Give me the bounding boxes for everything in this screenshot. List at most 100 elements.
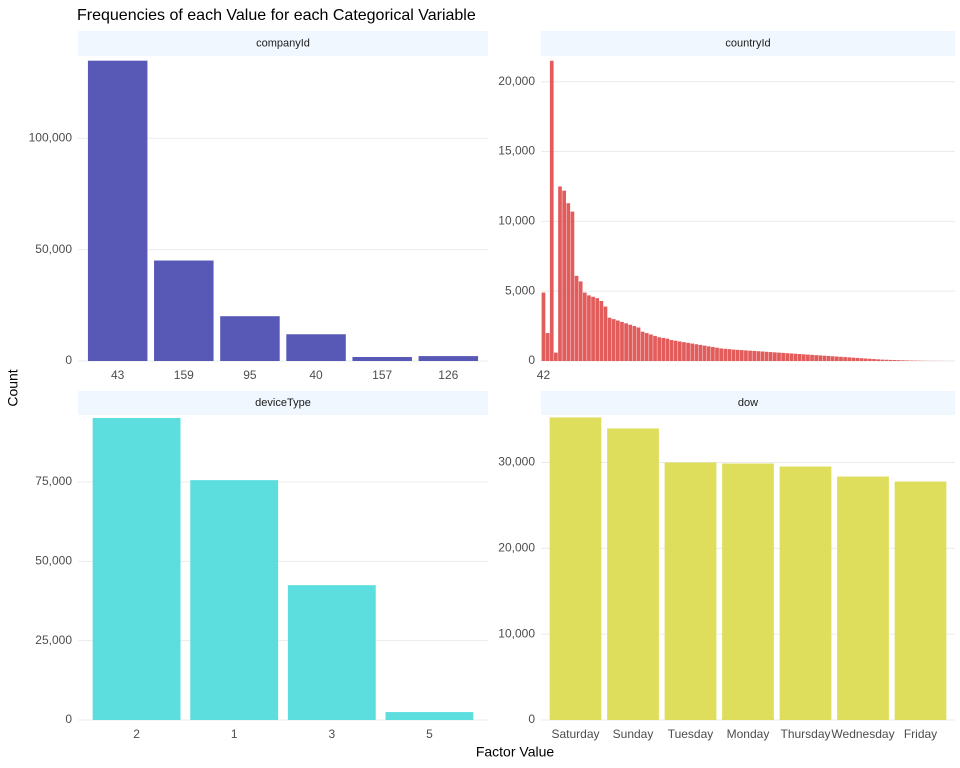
bar [843, 357, 847, 361]
bar [599, 300, 604, 361]
bar [801, 354, 806, 361]
bar [764, 351, 769, 361]
bar [711, 347, 715, 361]
bar [722, 463, 774, 720]
bar [702, 345, 707, 361]
bar [154, 260, 214, 361]
bar [562, 190, 566, 361]
x-tick-label: Wednesday [831, 727, 894, 741]
bar [549, 417, 602, 720]
x-tick-label: 5 [426, 727, 433, 741]
y-tick-label: 15,000 [498, 144, 535, 158]
bar [286, 334, 346, 361]
bar [591, 296, 595, 361]
y-tick-label: 50,000 [35, 242, 72, 256]
bar [558, 186, 562, 361]
bar [287, 585, 376, 720]
bar [620, 321, 624, 361]
bar [657, 337, 662, 361]
bar [884, 359, 889, 361]
bar [677, 341, 682, 361]
panel-title: deviceType [255, 397, 311, 409]
bar [868, 358, 872, 361]
bar [855, 357, 860, 361]
bar [888, 359, 893, 361]
bar [779, 466, 832, 720]
y-tick-label: 100,000 [29, 130, 73, 144]
y-tick-label: 0 [528, 353, 535, 367]
strip [78, 31, 488, 56]
bar [220, 316, 280, 361]
y-tick-label: 50,000 [35, 554, 72, 568]
bar [587, 295, 591, 361]
bar [87, 60, 148, 362]
panel-title: dow [738, 397, 758, 409]
bar [611, 319, 616, 361]
bar [777, 352, 781, 361]
bar [837, 476, 889, 720]
x-tick-label: 40 [309, 368, 323, 382]
y-tick-label: 20,000 [498, 541, 535, 555]
x-tick-label: 126 [438, 368, 458, 382]
bar [785, 353, 790, 361]
y-tick-label: 10,000 [498, 626, 535, 640]
x-tick-label: 95 [243, 368, 257, 382]
bar [851, 357, 856, 361]
bar [826, 355, 831, 361]
bar [385, 712, 474, 720]
y-tick-label: 0 [65, 712, 72, 726]
bar [731, 349, 736, 361]
bar [690, 343, 695, 361]
x-tick-label: 3 [328, 727, 335, 741]
bar [810, 354, 814, 361]
bar [793, 353, 798, 361]
y-tick-label: 75,000 [35, 474, 72, 488]
bar [541, 292, 546, 361]
bar [664, 462, 717, 720]
bar [739, 350, 744, 361]
y-axis-title: Count [5, 369, 21, 406]
bar [748, 350, 752, 361]
bar [892, 360, 897, 361]
y-tick-label: 25,000 [35, 633, 72, 647]
bar [715, 347, 719, 361]
bar [603, 306, 608, 361]
strip [541, 391, 955, 415]
x-tick-label: Friday [904, 727, 937, 741]
bar [624, 323, 628, 361]
x-tick-label: 2 [133, 727, 140, 741]
bar [752, 350, 757, 361]
x-tick-label: Sunday [613, 727, 654, 741]
bar [839, 356, 843, 361]
bar [872, 359, 876, 361]
strip [78, 391, 488, 415]
bar [905, 360, 909, 361]
x-tick-label: Monday [727, 727, 770, 741]
bar [636, 327, 641, 361]
x-tick-label: 43 [111, 368, 125, 382]
bar [847, 357, 852, 361]
bar [653, 335, 657, 361]
bar [665, 338, 670, 361]
bar [673, 340, 678, 361]
bar [190, 480, 279, 720]
bar [607, 428, 659, 720]
bar [789, 353, 794, 361]
bar [554, 352, 558, 361]
bar [894, 481, 947, 720]
y-tick-label: 20,000 [498, 74, 535, 88]
bar [582, 292, 587, 361]
bar [876, 359, 881, 361]
bar [566, 203, 571, 361]
x-tick-label: Saturday [551, 727, 599, 741]
bar [719, 348, 724, 361]
bar [756, 351, 761, 361]
x-tick-label: 159 [174, 368, 194, 382]
bar [744, 350, 748, 361]
bar [797, 354, 802, 361]
strip [541, 31, 955, 56]
bar [814, 355, 819, 361]
x-tick-label: Tuesday [668, 727, 714, 741]
panel-title: companyId [256, 37, 310, 49]
